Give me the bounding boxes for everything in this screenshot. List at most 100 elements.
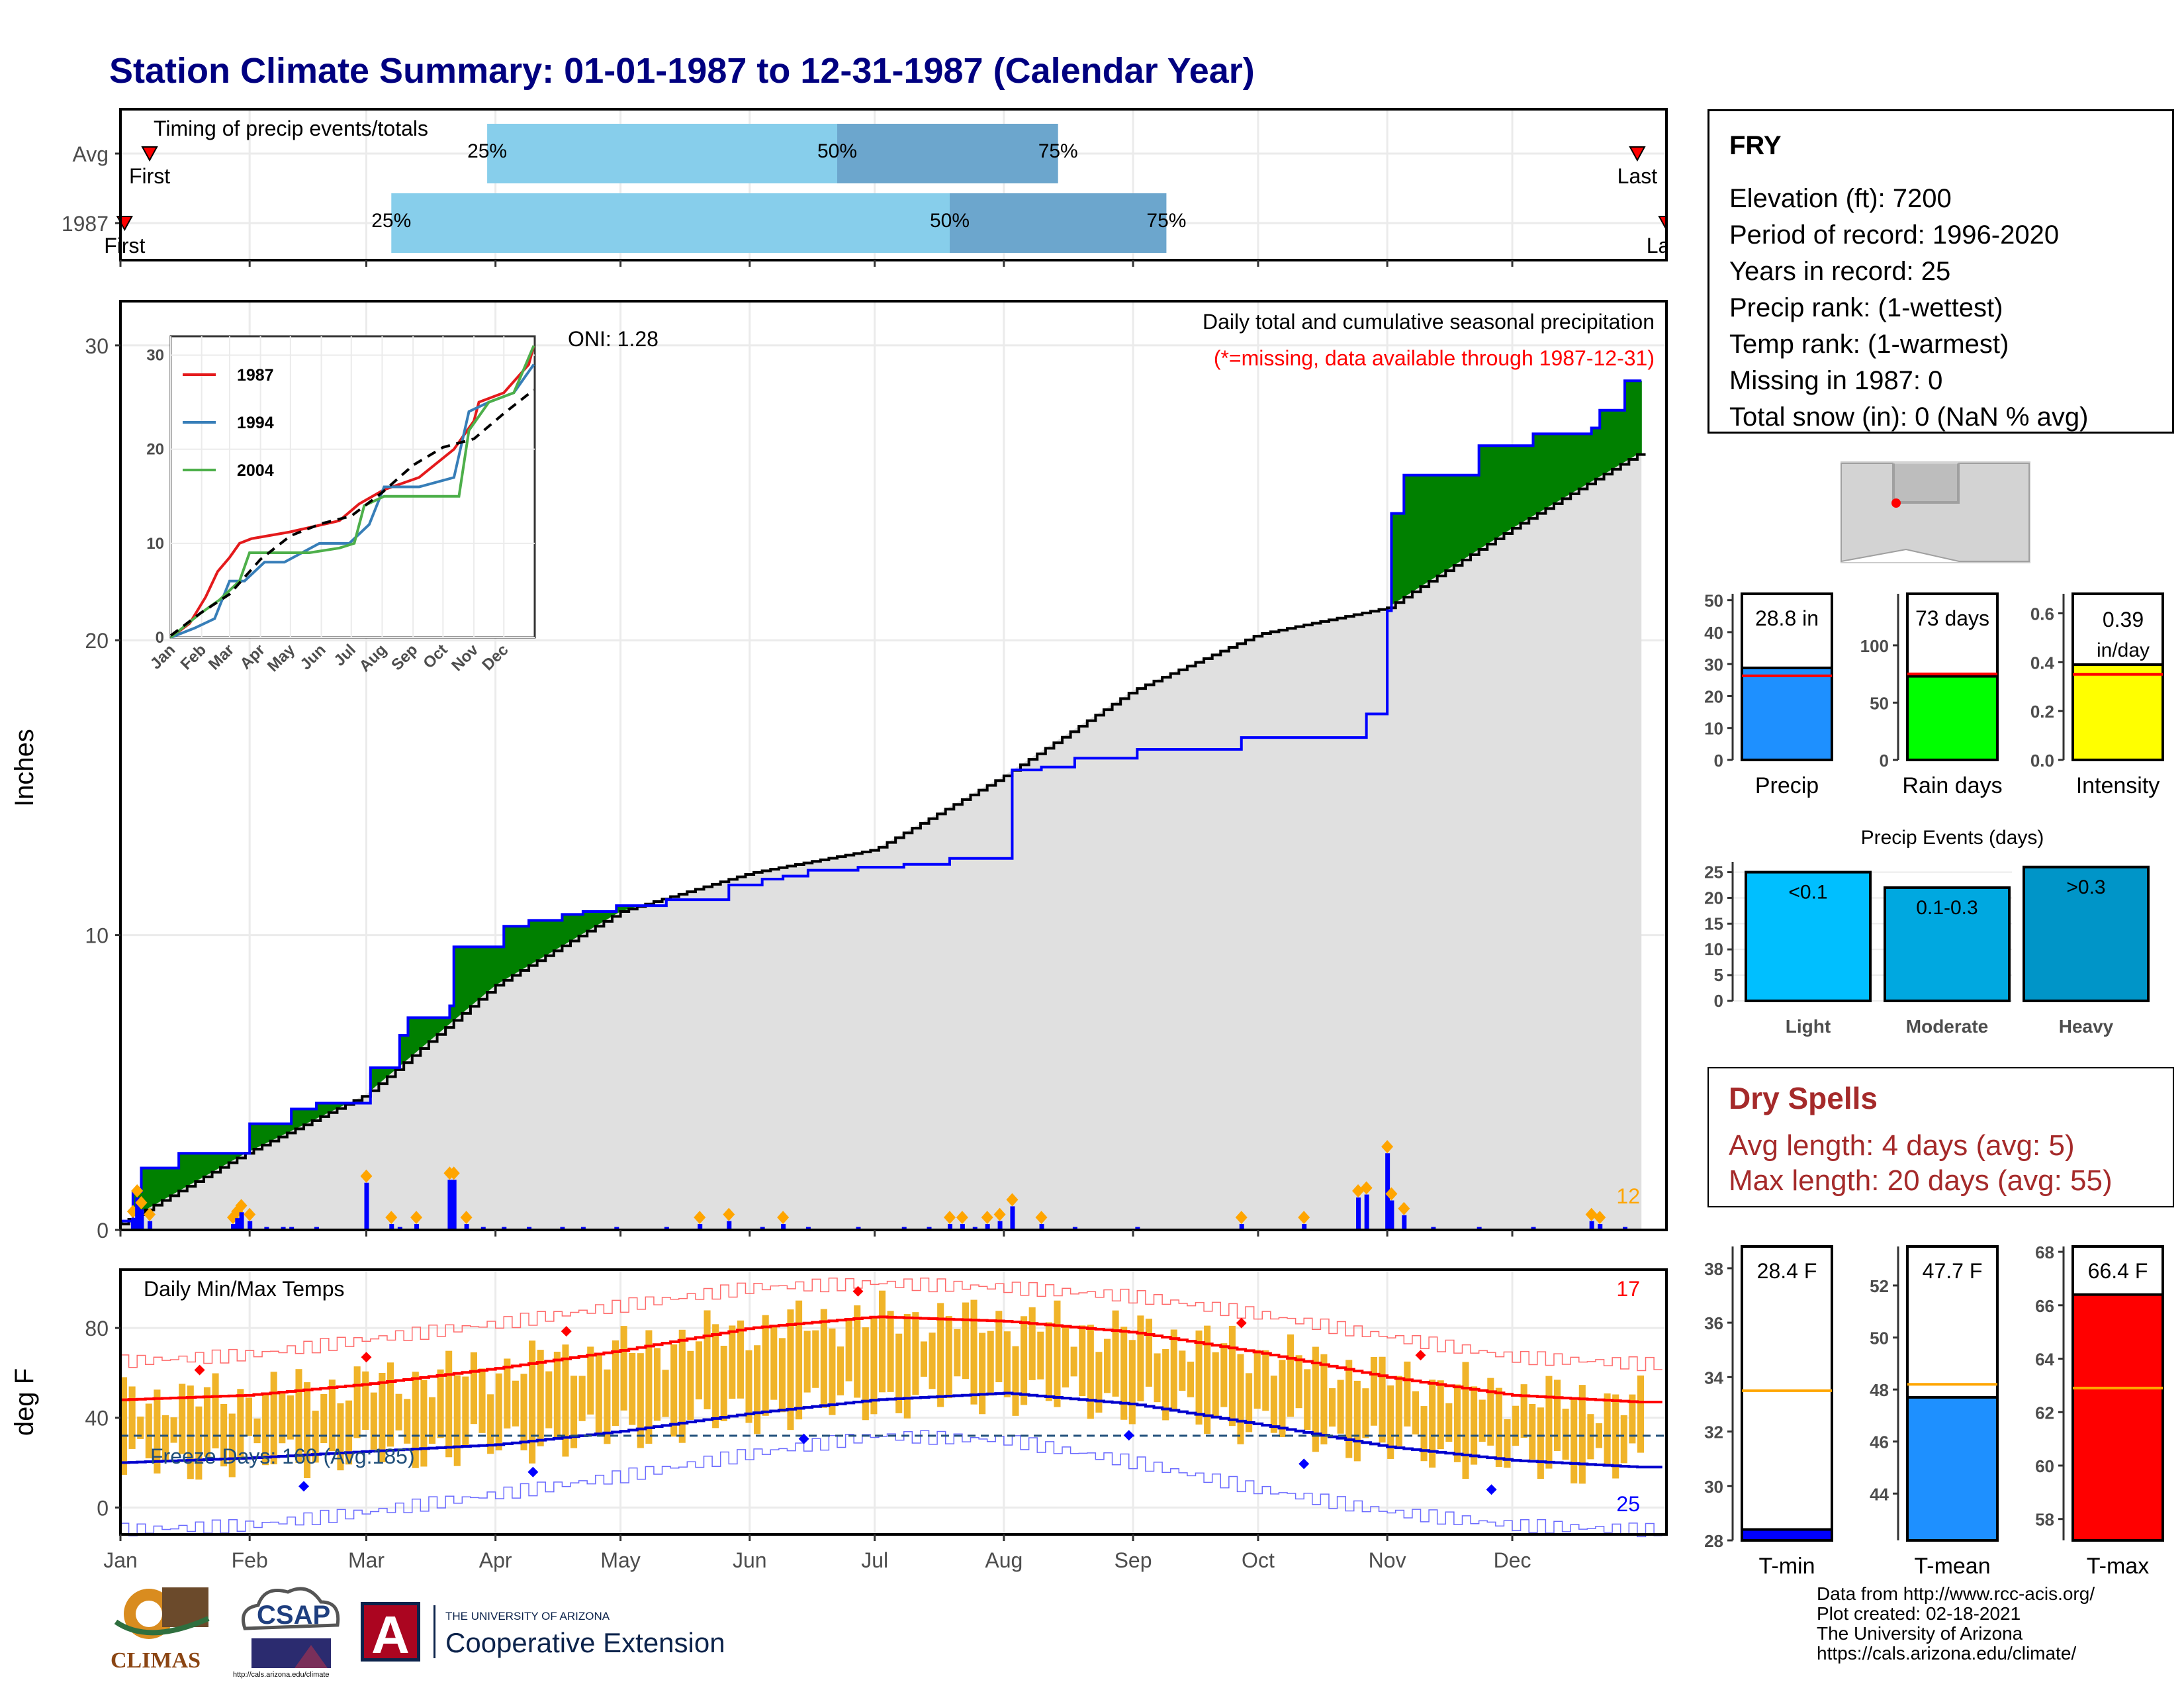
precip-departure-fill (1441, 475, 1446, 574)
daily-precip-bar (1135, 1227, 1140, 1230)
month-axis-label: Feb (232, 1548, 268, 1572)
daily-precip-extreme-marker (993, 1207, 1006, 1221)
precip-departure-fill (1466, 475, 1471, 558)
daily-temp-range-bar (920, 1341, 928, 1377)
tmin-value-label: 28.4 F (1757, 1259, 1817, 1283)
precip-departure-fill (1529, 445, 1534, 519)
daily-temp-range-bar (712, 1324, 719, 1429)
daily-precip-extreme-marker (723, 1207, 735, 1221)
daily-temp-range-bar (1170, 1329, 1177, 1411)
daily-temp-range-bar (1487, 1378, 1494, 1446)
daily-temp-range-bar (1312, 1346, 1319, 1452)
daily-temp-range-bar (1179, 1350, 1186, 1391)
timing-quartile-label: 75% (1146, 210, 1186, 232)
page-title: Station Climate Summary: 01-01-1987 to 1… (109, 51, 1255, 91)
timing-row-label: Avg (72, 142, 109, 166)
daily-precip-bar (580, 1227, 586, 1230)
daily-temp-range-bar (1320, 1354, 1328, 1445)
missing-note: (*=missing, data available through 1987-… (1214, 346, 1655, 370)
daily-temp-range-bar (428, 1397, 436, 1444)
month-axis-label: Oct (1242, 1548, 1275, 1572)
daily-precip-extreme-marker (131, 1184, 144, 1198)
dry-spells-panel: Dry Spells Avg length: 4 days (avg: 5) M… (1707, 1067, 2174, 1207)
tmin-ytick-label: 30 (1704, 1477, 1723, 1497)
daily-temp-range-bar (1479, 1399, 1486, 1442)
daily-precip-bar (264, 1227, 269, 1230)
inset-series-line (169, 345, 535, 639)
precip-departure-fill (316, 1103, 321, 1119)
daily-temp-range-bar (1128, 1340, 1136, 1425)
daily-temp-range-bar (262, 1393, 269, 1466)
daily-temp-range-bar (512, 1380, 519, 1427)
daily-temp-range-bar (304, 1382, 311, 1478)
timing-title: Timing of precip events/totals (154, 117, 428, 140)
month-axis-label: Apr (479, 1548, 512, 1572)
precip-departure-fill (1395, 513, 1400, 603)
precip-total-category-label: Precip (1755, 773, 1819, 798)
precip-departure-fill (257, 1123, 263, 1147)
precip-departure-fill (183, 1153, 188, 1189)
daily-temp-range-bar (1453, 1384, 1461, 1462)
daily-temp-range-bar (1512, 1405, 1520, 1446)
precip-departure-fill (475, 947, 480, 1003)
daily-precip-bar (148, 1221, 153, 1230)
precip-departure-fill (1487, 445, 1492, 545)
years-line: Years in record: 25 (1729, 257, 1951, 286)
precip-departure-fill (304, 1109, 308, 1125)
daily-precip-bar (664, 1227, 669, 1230)
daily-temp-range-bar (1445, 1403, 1453, 1442)
temp-ytick-label: 40 (85, 1407, 109, 1430)
precip-departure-fill (1416, 475, 1422, 590)
daily-temp-range-bar (929, 1333, 936, 1389)
daily-precip-extreme-marker (981, 1211, 993, 1225)
daily-temp-range-bar (945, 1316, 952, 1399)
daily-temp-range-bar (412, 1372, 419, 1468)
daily-temp-range-bar (453, 1375, 461, 1466)
precip-departure-fill (529, 920, 533, 966)
daily-temp-range-bar (1262, 1350, 1269, 1411)
daily-temp-range-bar (1021, 1316, 1028, 1405)
daily-temp-range-bar (253, 1418, 261, 1444)
daily-precip-extreme-marker (1594, 1211, 1606, 1225)
precip-total-ytick-label: 30 (1704, 655, 1723, 675)
precip-departure-fill (449, 1006, 455, 1024)
daily-temp-range-bar (328, 1380, 336, 1452)
inset-ytick-label: 10 (146, 535, 164, 553)
precip-departure-fill (174, 1168, 179, 1194)
daily-temp-range-bar (1246, 1373, 1253, 1432)
daily-precip-bar (451, 1180, 457, 1230)
precip-departure-fill (604, 911, 609, 921)
daily-temp-range-bar (1412, 1391, 1419, 1434)
precip-departure-fill (1558, 434, 1563, 502)
precip-departure-fill (570, 914, 575, 941)
precip-departure-fill (1437, 475, 1442, 577)
tmin-ytick-label: 32 (1704, 1423, 1723, 1442)
daily-temp-range-bar (854, 1305, 861, 1398)
precip-departure-fill (170, 1168, 175, 1196)
intensity-value-unit: in/day (2097, 639, 2150, 661)
daily-temp-range-bar (1045, 1322, 1052, 1401)
daily-temp-range-bar (1437, 1380, 1444, 1450)
precip-total-ytick-label: 50 (1704, 591, 1723, 611)
climas-logo: CLIMAS (109, 1582, 215, 1675)
precip-rank-line: Precip rank: (1-wettest) (1729, 293, 2003, 322)
temp-extreme-marker (561, 1326, 572, 1337)
daily-precip-bar (1477, 1227, 1482, 1230)
precip-departure-fill (433, 1017, 438, 1039)
daily-temp-range-bar (570, 1376, 578, 1448)
rain-days-ytick-label: 100 (1860, 636, 1889, 656)
daily-temp-range-bar (1404, 1361, 1411, 1427)
elevation-line: Elevation (ft): 7200 (1729, 184, 1952, 213)
precip-departure-fill (437, 1017, 442, 1035)
daily-temp-range-bar (1012, 1346, 1019, 1416)
timing-panel-border (119, 108, 1668, 261)
daily-precip-extreme-marker (1235, 1211, 1248, 1225)
daily-precip-bar (1356, 1197, 1361, 1230)
daily-precip-bar (985, 1224, 990, 1230)
precip-departure-fill (150, 1168, 154, 1208)
credit-url: https://cals.arizona.edu/climate/ (1817, 1643, 2077, 1664)
timing-bar-q25-q50 (487, 124, 837, 183)
station-location-marker (1891, 498, 1901, 508)
tmin-ytick-label: 28 (1704, 1531, 1723, 1551)
precip-departure-fill (391, 1068, 396, 1074)
